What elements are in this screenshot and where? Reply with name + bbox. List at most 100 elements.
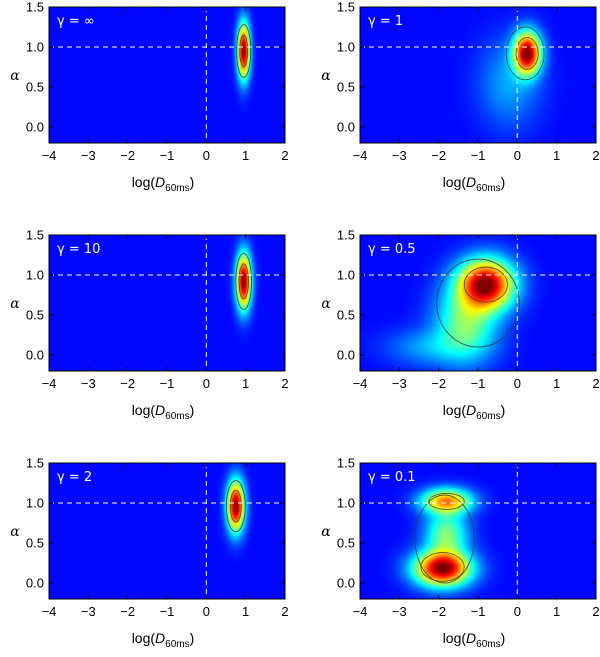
y-tick-label-4-3: 1.5 [26, 456, 44, 471]
x-tick-label-5-2: −2 [431, 604, 446, 619]
x-tick-label-2-2: −2 [120, 376, 135, 391]
heatmap-5 [360, 463, 596, 599]
x-tick-label-0-1: −3 [81, 148, 96, 163]
y-axis-label-4: α [10, 524, 20, 540]
x-tick-label-3-5: 1 [553, 376, 560, 391]
y-axis-label-1: α [321, 68, 331, 84]
x-axis-label-2: log(D60ms) [132, 402, 195, 422]
contour-0-0 [236, 24, 252, 78]
panel-label-1: γ = 1 [368, 14, 403, 29]
contour-1-1 [515, 36, 539, 70]
x-tick-label-5-3: −1 [471, 604, 486, 619]
x-axis-label-1: log(D60ms) [443, 174, 506, 194]
x-tick-label-1-1: −3 [392, 148, 407, 163]
x-tick-label-2-3: −1 [160, 376, 175, 391]
x-tick-label-2-0: −4 [42, 376, 57, 391]
x-tick-label-1-4: 0 [514, 148, 521, 163]
x-tick-label-0-4: 0 [203, 148, 210, 163]
y-tick-label-4-0: 0.0 [26, 576, 44, 591]
heatmap-3 [360, 235, 596, 371]
x-tick-label-0-2: −2 [120, 148, 135, 163]
panel-label-5: γ = 0.1 [368, 470, 416, 485]
y-tick-label-5-1: 0.5 [337, 536, 355, 551]
x-tick-label-4-4: 0 [203, 604, 210, 619]
x-axis-label-3: log(D60ms) [443, 402, 506, 422]
x-tick-label-4-0: −4 [42, 604, 57, 619]
x-tick-label-4-2: −2 [120, 604, 135, 619]
x-tick-label-4-1: −3 [81, 604, 96, 619]
panel-3: −4 −3 −2 −1 0 1 2 0.0 0.5 1.0 1.5 α log(D60ms) γ = 0.… [321, 228, 599, 423]
y-tick-label-3-0: 0.0 [337, 348, 355, 363]
x-tick-label-5-6: 2 [592, 604, 599, 619]
x-tick-label-3-1: −3 [392, 376, 407, 391]
panel-label-2: γ = 10 [57, 242, 100, 257]
heatmap-4 [49, 463, 285, 599]
y-tick-label-5-0: 0.0 [337, 576, 355, 591]
y-tick-label-1-2: 1.0 [337, 40, 355, 55]
contour-3-1 [436, 258, 520, 348]
heatmap-1 [360, 7, 596, 143]
contour-0-1 [239, 34, 249, 68]
x-tick-label-5-5: 1 [553, 604, 560, 619]
y-axis-label-0: α [10, 68, 20, 84]
y-tick-label-0-0: 0.0 [26, 120, 44, 135]
y-axis-label-3: α [321, 296, 331, 312]
panel-1: −4 −3 −2 −1 0 1 2 0.0 0.5 1.0 1.5 α log(D60ms) γ = 1 [321, 0, 599, 194]
x-axis-label-5: log(D60ms) [443, 630, 506, 650]
x-tick-label-0-3: −1 [160, 148, 175, 163]
x-tick-label-3-4: 0 [514, 376, 521, 391]
contour-5-0 [420, 552, 465, 582]
y-tick-label-3-2: 1.0 [337, 268, 355, 283]
y-tick-label-5-3: 1.5 [337, 456, 355, 471]
x-tick-label-3-6: 2 [592, 376, 599, 391]
y-tick-label-4-2: 1.0 [26, 496, 44, 511]
contour-3-0 [463, 266, 508, 303]
contour-4-1 [229, 489, 242, 523]
x-tick-label-1-0: −4 [353, 148, 368, 163]
x-axis-label-0: log(D60ms) [132, 174, 195, 194]
x-axis-label-4: log(D60ms) [132, 630, 195, 650]
y-tick-label-1-3: 1.5 [337, 0, 355, 15]
x-tick-label-1-3: −1 [471, 148, 486, 163]
contour-5-2 [414, 494, 475, 584]
x-tick-label-0-6: 2 [281, 148, 288, 163]
heatmap-2 [49, 235, 285, 371]
y-tick-label-2-0: 0.0 [26, 348, 44, 363]
panel-label-3: γ = 0.5 [368, 242, 416, 257]
y-tick-label-0-3: 1.5 [26, 0, 44, 15]
contour-2-0 [235, 252, 253, 310]
panel-label-0: γ = ∞ [57, 14, 95, 29]
y-tick-label-1-0: 0.0 [337, 120, 355, 135]
y-axis-label-5: α [321, 524, 331, 540]
x-tick-label-5-1: −3 [392, 604, 407, 619]
y-tick-label-2-3: 1.5 [26, 228, 44, 243]
x-tick-label-5-4: 0 [514, 604, 521, 619]
y-tick-label-0-1: 0.5 [26, 80, 44, 95]
contour-4-0 [225, 480, 246, 533]
panel-0: −4 −3 −2 −1 0 1 2 0.0 0.5 1.0 1.5 α log(D60ms) γ = ∞ [10, 0, 288, 194]
heatmap-0 [49, 7, 285, 143]
panel-4: −4 −3 −2 −1 0 1 2 0.0 0.5 1.0 1.5 α log(D60ms) γ = 2 [10, 456, 288, 651]
x-tick-label-5-0: −4 [353, 604, 368, 619]
panel-label-4: γ = 2 [57, 470, 92, 485]
contour-1-0 [505, 26, 545, 81]
panel-2: −4 −3 −2 −1 0 1 2 0.0 0.5 1.0 1.5 α log(D60ms) γ = 10 [10, 228, 288, 423]
x-tick-label-4-6: 2 [281, 604, 288, 619]
x-tick-label-0-5: 1 [242, 148, 249, 163]
x-tick-label-3-0: −4 [353, 376, 368, 391]
y-tick-label-5-2: 1.0 [337, 496, 355, 511]
y-tick-label-3-1: 0.5 [337, 308, 355, 323]
x-tick-label-1-5: 1 [553, 148, 560, 163]
x-tick-label-2-4: 0 [203, 376, 210, 391]
x-tick-label-2-5: 1 [242, 376, 249, 391]
x-tick-label-1-2: −2 [431, 148, 446, 163]
contour-2-1 [238, 263, 249, 300]
y-axis-label-2: α [10, 296, 20, 312]
y-tick-label-0-2: 1.0 [26, 40, 44, 55]
x-tick-label-1-6: 2 [592, 148, 599, 163]
x-tick-label-4-3: −1 [160, 604, 175, 619]
y-tick-label-1-1: 0.5 [337, 80, 355, 95]
x-tick-label-2-6: 2 [281, 376, 288, 391]
